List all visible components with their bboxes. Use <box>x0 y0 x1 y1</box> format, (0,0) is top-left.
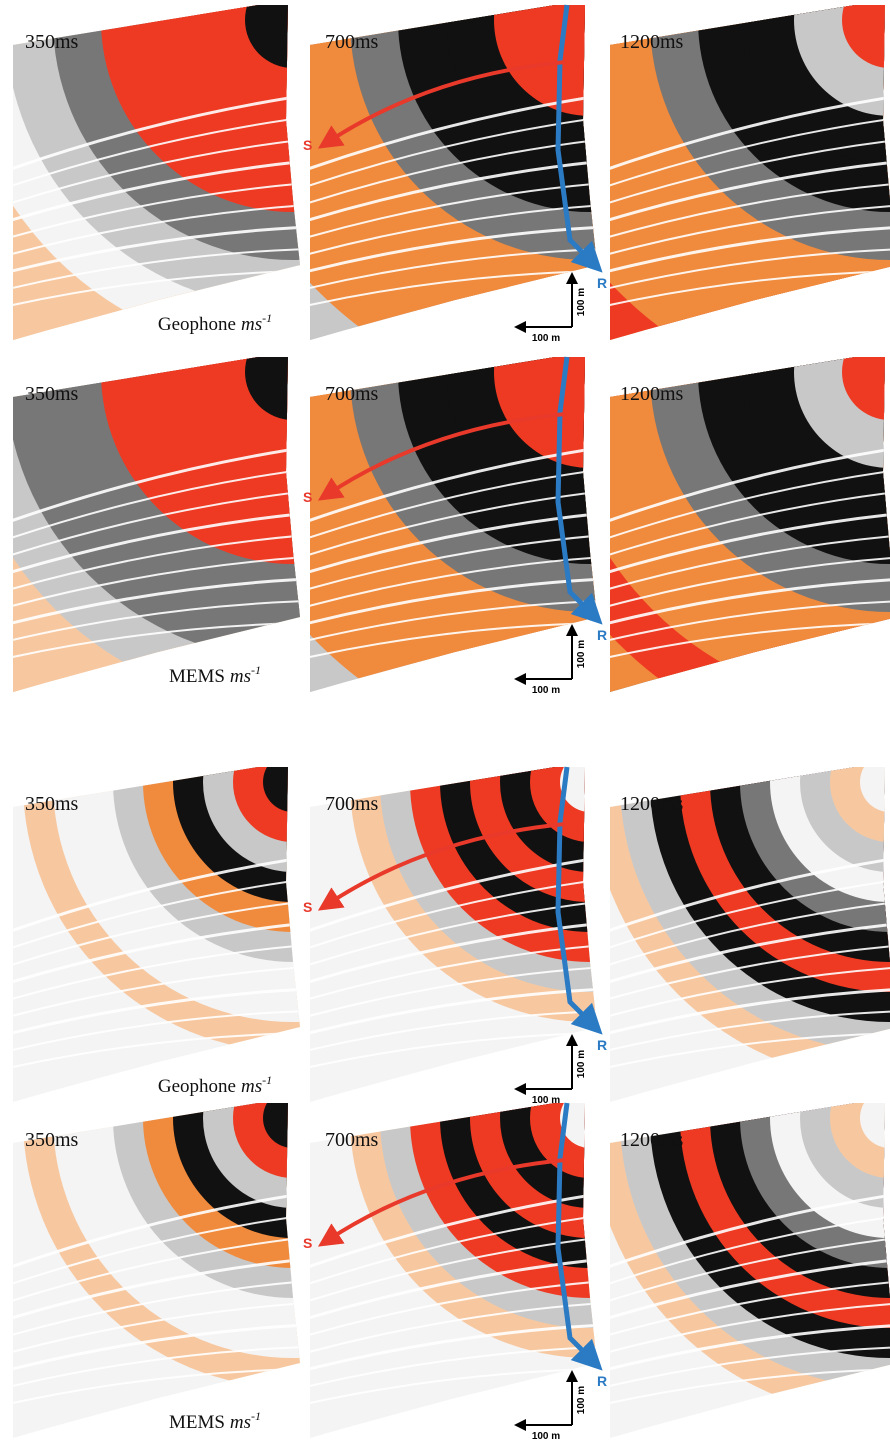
receiver-marker: R <box>597 275 607 291</box>
receiver-marker: R <box>597 627 607 643</box>
sensor-unit: ms <box>241 1076 262 1097</box>
time-label: 700ms <box>325 31 379 53</box>
source-marker: S <box>303 1235 312 1251</box>
time-label: 1200ms <box>620 1129 684 1151</box>
time-label: 700ms <box>325 1129 379 1151</box>
time-label: 350ms <box>25 793 79 815</box>
scale-label-h: 100 m <box>532 1431 560 1442</box>
sensor-exponent: -1 <box>262 1073 272 1087</box>
source-marker: S <box>303 899 312 915</box>
receiver-marker: R <box>597 1037 607 1053</box>
figure: 350ms700ms1200msGeophonems-1SR100 m100 m… <box>0 0 890 1445</box>
time-label: 350ms <box>25 383 79 405</box>
sensor-name: Geophone <box>158 1076 236 1097</box>
scale-label-v: 100 m <box>576 288 587 316</box>
sensor-unit: ms <box>230 666 251 687</box>
time-label: 700ms <box>325 793 379 815</box>
scale-label-h: 100 m <box>532 685 560 696</box>
wave-band <box>263 752 323 812</box>
sensor-exponent: -1 <box>251 1409 261 1423</box>
wave-band <box>560 752 620 812</box>
scale-label-v: 100 m <box>576 640 587 668</box>
sensor-name: Geophone <box>158 314 236 335</box>
sensor-unit: ms <box>230 1412 251 1433</box>
source-marker: S <box>303 489 312 505</box>
time-label: 700ms <box>325 383 379 405</box>
sensor-name: MEMS <box>169 666 225 687</box>
scale-label-h: 100 m <box>532 333 560 344</box>
time-label: 1200ms <box>620 31 684 53</box>
receiver-marker: R <box>597 1373 607 1389</box>
sensor-exponent: -1 <box>262 311 272 325</box>
scale-label-v: 100 m <box>576 1050 587 1078</box>
sensor-exponent: -1 <box>251 663 261 677</box>
sensor-unit: ms <box>241 314 262 335</box>
time-label: 350ms <box>25 31 79 53</box>
scale-label-v: 100 m <box>576 1386 587 1414</box>
time-label: 1200ms <box>620 383 684 405</box>
source-marker: S <box>303 137 312 153</box>
time-label: 1200ms <box>620 793 684 815</box>
sensor-name: MEMS <box>169 1412 225 1433</box>
time-label: 350ms <box>25 1129 79 1151</box>
